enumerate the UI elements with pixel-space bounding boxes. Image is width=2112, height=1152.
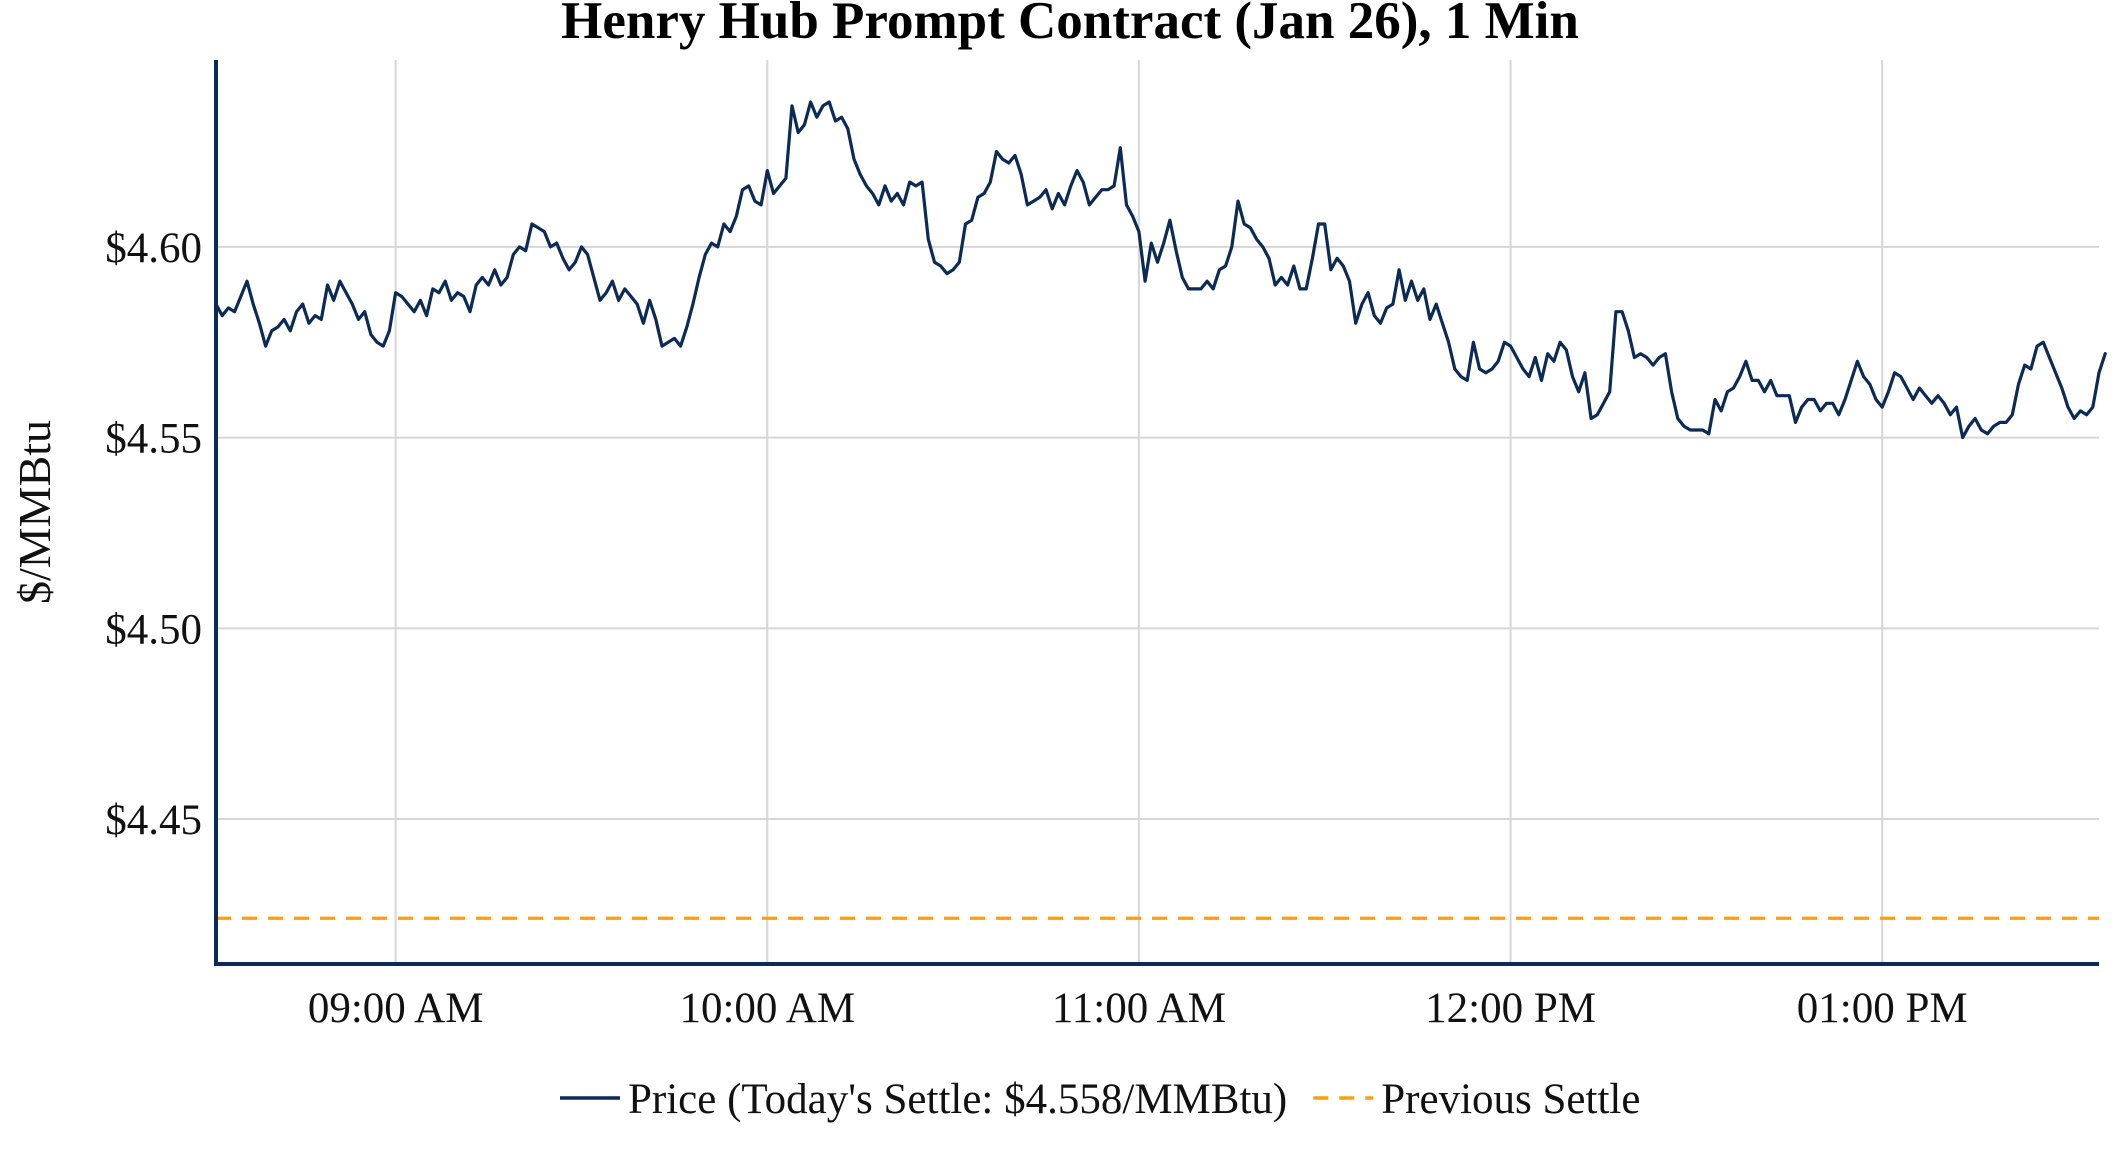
y-tick-label: $4.60 [105,225,202,272]
x-tick-label: 01:00 PM [1797,985,1968,1032]
x-tick-label: 10:00 AM [679,985,855,1032]
legend-label: Previous Settle [1381,1076,1640,1123]
y-tick-label: $4.45 [105,797,202,844]
chart-title: Henry Hub Prompt Contract (Jan 26), 1 Mi… [561,0,1579,50]
legend[interactable]: Price (Today's Settle: $4.558/MMBtu) Prev… [560,1076,1640,1123]
y-axis-label: $/MMBtu [9,420,60,604]
legend-label: Price (Today's Settle: $4.558/MMBtu) [628,1076,1287,1123]
grid [216,60,2099,964]
x-tick-label: 12:00 PM [1425,985,1596,1032]
legend-item[interactable]: Previous Settle [1313,1076,1640,1123]
y-tick-label: $4.55 [105,416,202,463]
series-group [214,100,2107,920]
y-axis-ticks: $4.45 $4.50 $4.55 $4.60 [105,225,202,844]
price-series-line [214,100,2107,440]
x-tick-label: 09:00 AM [308,985,484,1032]
legend-item[interactable]: Price (Today's Settle: $4.558/MMBtu) [560,1076,1287,1123]
x-axis-ticks: 09:00 AM 10:00 AM 11:00 AM 12:00 PM 01:00 PM [308,985,1968,1032]
x-tick-label: 11:00 AM [1052,985,1226,1032]
y-tick-label: $4.50 [105,606,202,653]
